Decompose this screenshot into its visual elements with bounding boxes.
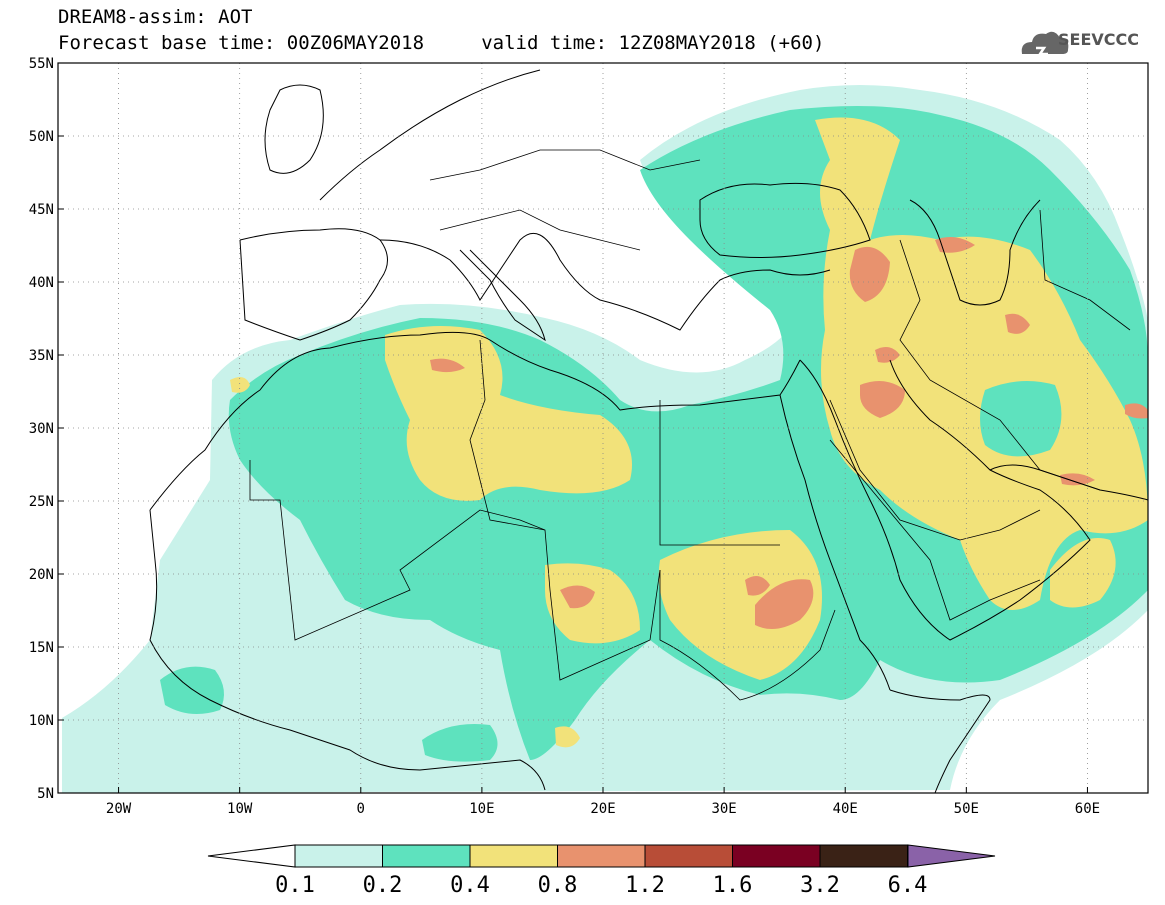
aot-region-0-4-lake xyxy=(555,726,580,748)
lon-label: 30E xyxy=(711,801,736,817)
colorbar-label: 3.2 xyxy=(800,873,840,898)
aot-region-0-4-sudan xyxy=(658,530,822,680)
map-axes: 55N 50N 45N 40N 35N 30N 25N 20N 15N 10N 5N 20W 10W 0 1… xyxy=(29,56,1100,817)
aot-region-0-4-oman xyxy=(1050,538,1116,608)
coast-horn-africa xyxy=(889,689,991,793)
lat-label: 20N xyxy=(29,567,54,583)
colorbar-swatch xyxy=(732,844,821,868)
coast-black-sea xyxy=(699,182,871,258)
lat-label: 5N xyxy=(37,786,54,802)
aot-region-0-8-iraq xyxy=(860,381,905,418)
border-iran xyxy=(899,239,1101,491)
lat-label: 50N xyxy=(29,129,54,145)
lon-label: 40E xyxy=(833,801,858,817)
aot-contours xyxy=(62,85,1148,793)
colorbar-swatch xyxy=(819,844,908,868)
aot-region-0-8-iran-south xyxy=(1005,313,1030,334)
colorbar-swatch xyxy=(469,844,558,868)
coast-iberia xyxy=(239,239,388,341)
lat-label: 15N xyxy=(29,640,54,656)
logo-text: SEEVCCC xyxy=(1058,30,1139,49)
aot-region-0-8-gulf xyxy=(1125,403,1148,419)
aot-region-0-8-chad xyxy=(560,585,595,609)
coast-north-europe xyxy=(319,69,541,201)
border-libya-egypt xyxy=(659,400,780,546)
aot-region-0-8-sudan-small xyxy=(745,576,770,596)
forecast-time-title: Forecast base time: 00Z06MAY2018 valid t… xyxy=(58,32,825,54)
model-title: DREAM8-assim: AOT xyxy=(58,6,253,28)
cloud-logo-icon xyxy=(1021,31,1069,56)
colorbar-label: 0.8 xyxy=(538,873,578,898)
colorbar-swatch xyxy=(644,844,733,868)
colorbar-label: 0.1 xyxy=(275,873,315,898)
colorbar-swatch xyxy=(557,844,646,868)
coast-uk xyxy=(264,84,324,174)
border-europe1 xyxy=(429,149,701,181)
aot-region-0-8-iran-north xyxy=(935,236,975,253)
lon-label: 10W xyxy=(227,801,253,817)
lat-label: 55N xyxy=(29,56,54,72)
coast-west-africa xyxy=(149,509,546,791)
lat-label: 30N xyxy=(29,421,54,437)
coast-red-sea xyxy=(779,394,891,691)
border-saudi xyxy=(829,439,1041,621)
aot-region-0-8-iraq-north xyxy=(875,346,900,363)
colorbar-label: 6.4 xyxy=(888,873,928,898)
lat-label: 45N xyxy=(29,202,54,218)
coast-europe xyxy=(239,228,831,331)
aot-region-0-8-algeria xyxy=(430,358,465,373)
colorbar-label: 0.4 xyxy=(450,873,490,898)
aot-region-0-4-mideast xyxy=(815,117,1148,610)
colorbar-swatch xyxy=(382,844,471,868)
colorbar: 0.1 0.2 0.4 0.8 1.2 1.6 3.2 6.4 xyxy=(207,844,996,898)
coast-italy xyxy=(459,249,546,342)
lon-label: 50E xyxy=(954,801,979,817)
colorbar-label: 1.2 xyxy=(625,873,665,898)
border-sudan xyxy=(659,570,836,701)
colorbar-label: 1.6 xyxy=(713,873,753,898)
aot-region-0-2-south xyxy=(422,724,498,762)
coast-north-africa xyxy=(149,331,801,511)
lon-label: 20E xyxy=(590,801,615,817)
border-sahel xyxy=(249,460,661,681)
lat-label: 35N xyxy=(29,348,54,364)
lat-label: 40N xyxy=(29,275,54,291)
lon-label: 60E xyxy=(1075,801,1100,817)
map-grid xyxy=(58,63,1148,793)
lon-label: 20W xyxy=(106,801,132,817)
coast-caspian xyxy=(909,199,1041,306)
colorbar-label: 0.2 xyxy=(363,873,403,898)
borders xyxy=(249,149,1131,701)
border-europe2 xyxy=(439,209,641,251)
colorbar-swatch xyxy=(294,844,383,868)
aot-region-0-4-west-small xyxy=(230,376,250,393)
lon-label: 10E xyxy=(469,801,494,817)
coast-arabia xyxy=(799,359,1091,641)
border-mideast xyxy=(829,399,1041,541)
lon-label: 0 xyxy=(357,801,365,817)
aot-region-hole-arabia xyxy=(980,381,1062,457)
coastlines xyxy=(149,69,1148,793)
aot-region-0-4-chad xyxy=(545,563,640,644)
border-kaz xyxy=(1039,209,1131,331)
lat-label: 25N xyxy=(29,494,54,510)
aot-region-0-2-west xyxy=(160,666,224,714)
border-algeria-libya xyxy=(469,339,546,531)
lat-label: 10N xyxy=(29,713,54,729)
colorbar-low-arrow xyxy=(207,844,296,868)
aot-region-0-8-sudan xyxy=(755,579,814,629)
aot-region-0-8-gulf2 xyxy=(1060,473,1095,486)
aot-region-0-8-caucasus xyxy=(849,246,890,302)
colorbar-high-arrow xyxy=(907,844,996,868)
